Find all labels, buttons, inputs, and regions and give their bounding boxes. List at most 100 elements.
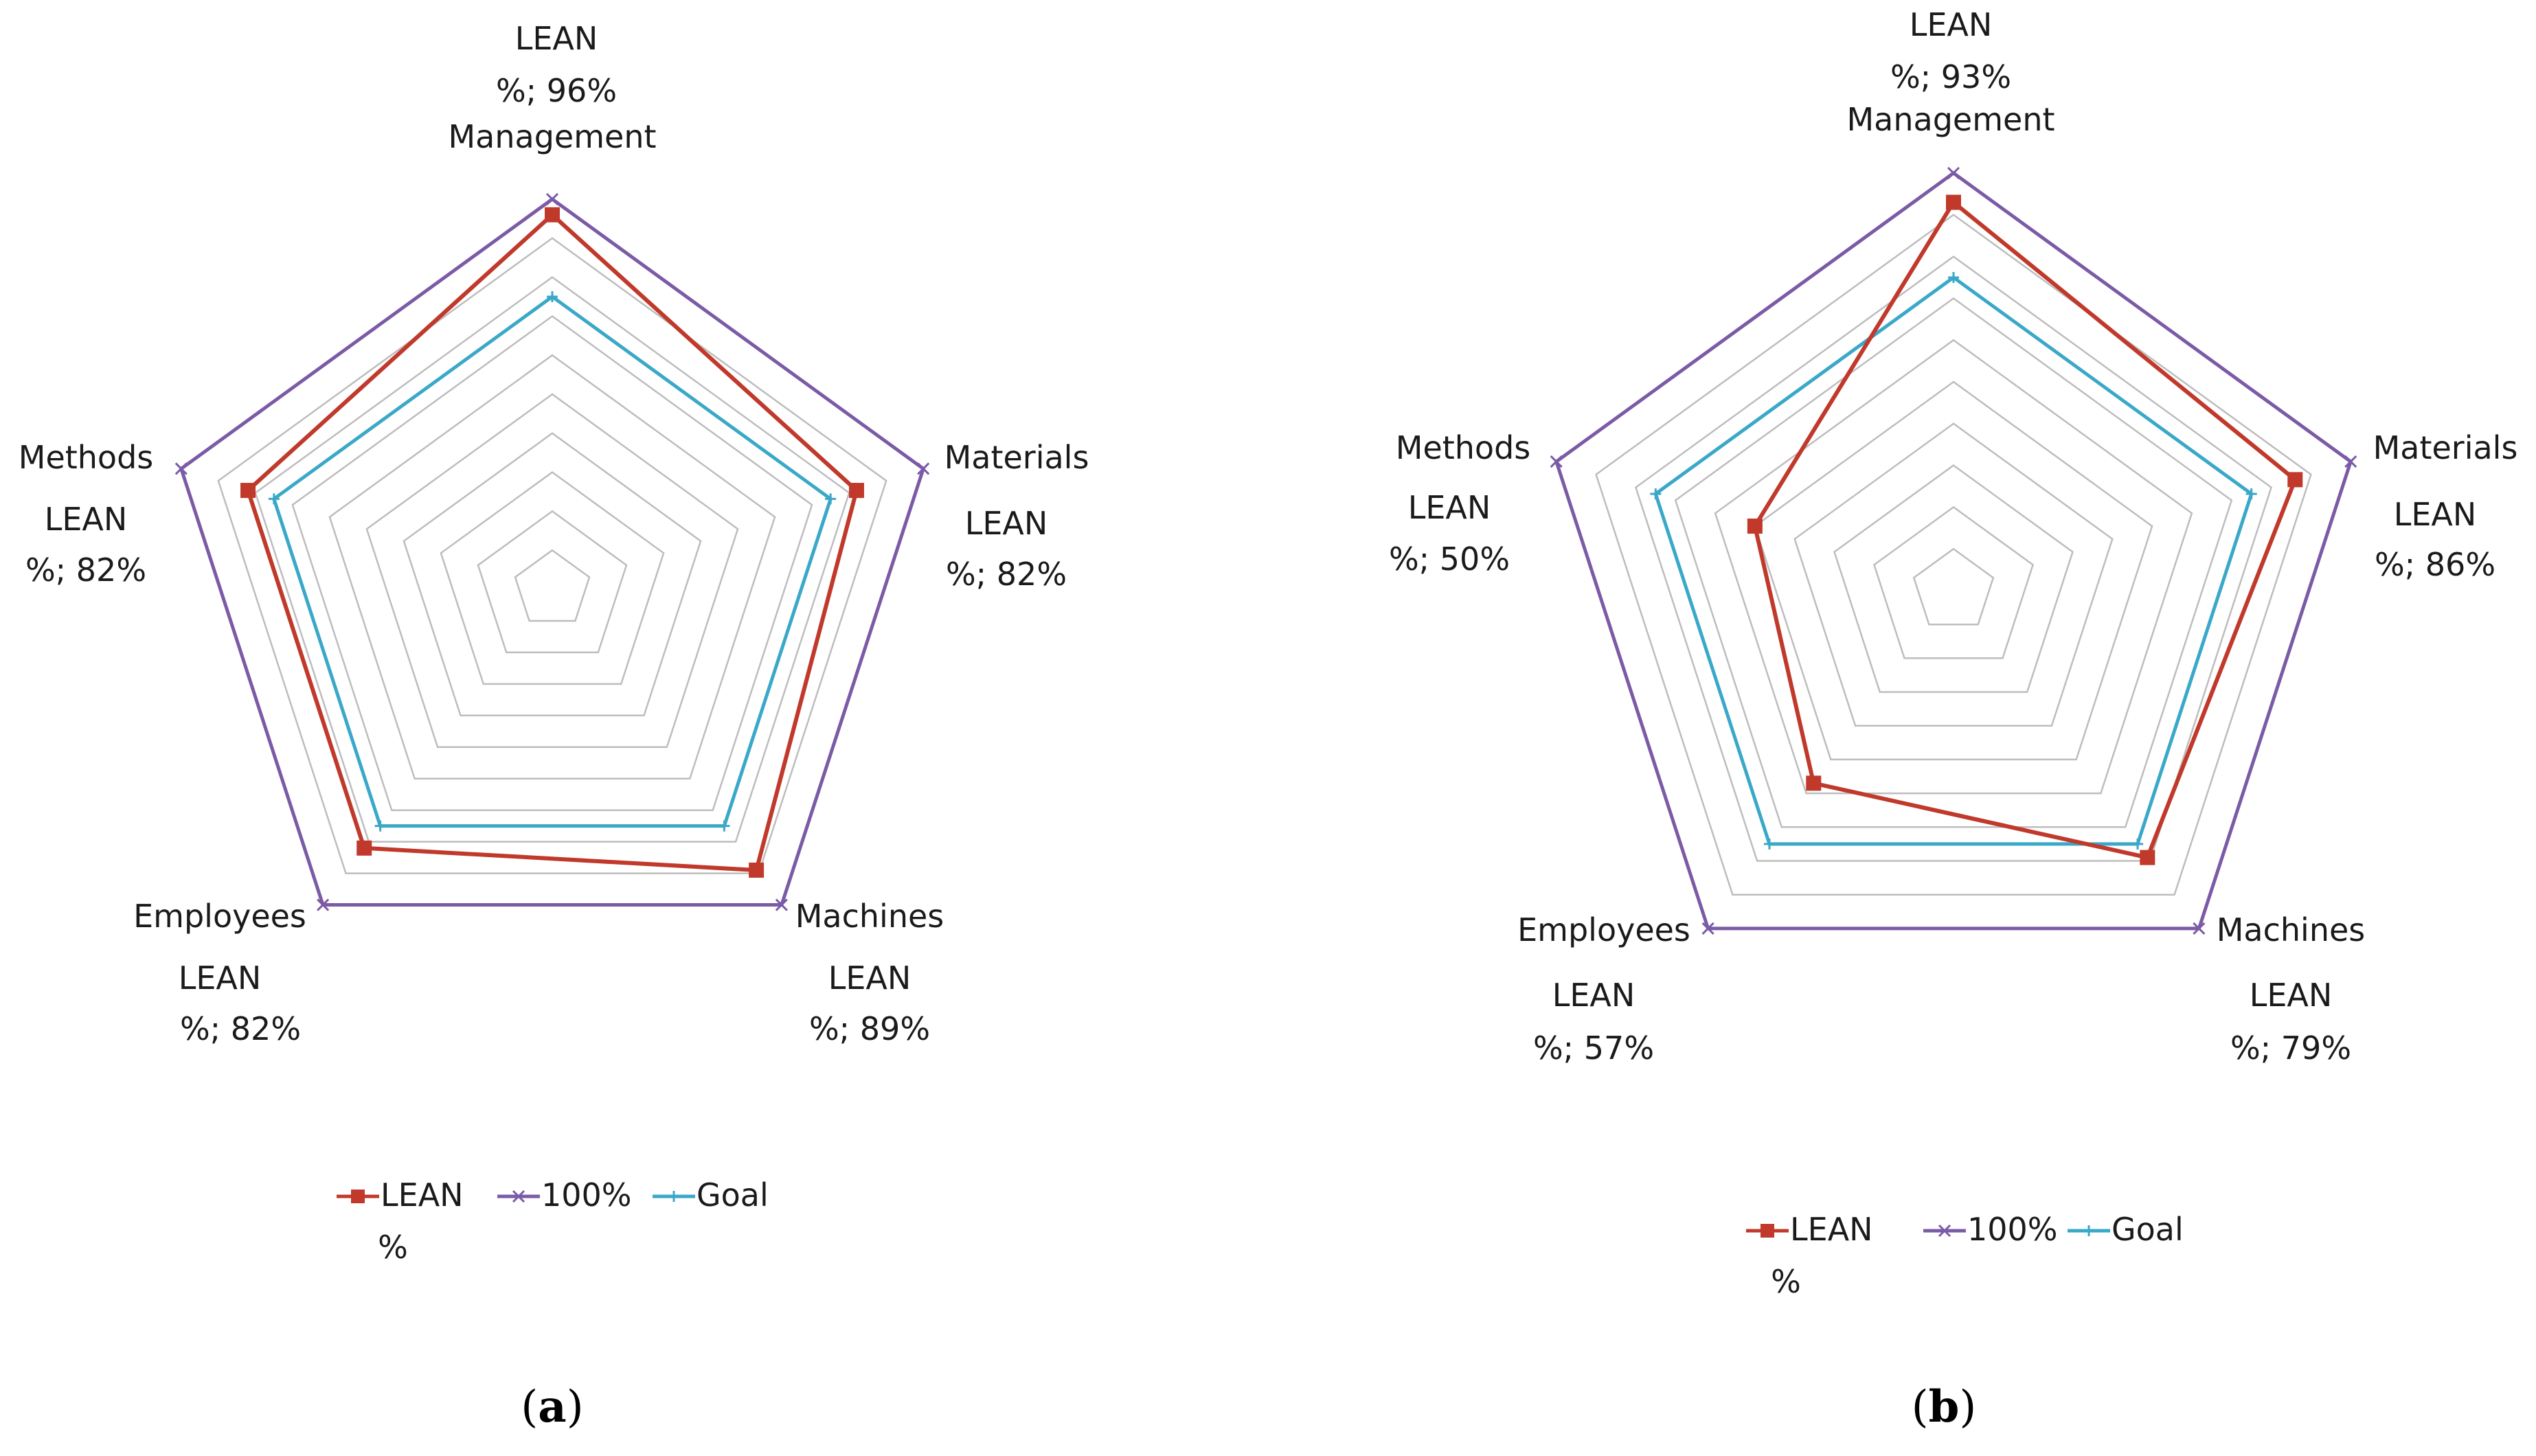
caption-open: ( [1912,1382,1929,1433]
legend-item-lean: LEAN% [337,1176,464,1266]
axis-label-employees: Employees [133,898,306,935]
data-point-machines [2140,850,2155,865]
axis-label-management: Management [1846,101,2054,138]
radar-chart-a: Management LEAN %; 96% Materials LEAN %; 82% M… [19,20,1089,1433]
data-point-methods [240,483,256,499]
series-line-goal [1653,275,2254,846]
goal-marker-machines [2132,838,2144,850]
data-label-materials-series: LEAN [965,505,1048,542]
data-label-machines-series: LEAN [828,959,912,997]
panel-caption: (b) [1912,1381,1977,1433]
series-lean [1747,194,2303,865]
axis-label-machines: Machines [2217,911,2366,948]
legend-label-full: 100% [541,1176,632,1214]
data-label-employees-series: LEAN [1552,977,1635,1014]
series-line-full [179,196,926,907]
data-label-materials-value: %; 82% [946,556,1067,593]
axis-label-materials: Materials [2373,429,2518,466]
data-label-employees-value: %; 57% [1533,1030,1654,1067]
data-label-machines-series: LEAN [2250,977,2333,1014]
data-label-machines-value: %; 89% [809,1010,930,1047]
legend-label-lean: LEAN [381,1176,464,1214]
data-label-methods-value: %; 50% [1389,541,1510,578]
goal-marker-employees [374,820,386,832]
series-line-goal [271,294,833,828]
data-point-employees [356,840,372,856]
gridline-80pct [254,276,850,843]
full-marker-management [545,192,559,206]
data-label-management-series: LEAN [515,20,598,57]
gridline-90pct [1595,214,2312,896]
data-label-employees-series: LEAN [179,959,262,997]
legend-item-full: 100% [497,1176,632,1214]
series-full [1550,166,2357,935]
gridline-70pct [291,315,813,811]
gridline-40pct [1793,422,2114,727]
legend-label-lean-line2: % [378,1229,408,1266]
data-point-management [1946,194,1961,210]
legend-marker-full [512,1190,525,1203]
gridline-20pct [1872,505,2035,659]
gridline-30pct [440,471,665,685]
full-marker-methods [174,462,188,475]
goal-marker-management [547,291,558,302]
data-label-materials-value: %; 86% [2375,546,2495,583]
goal-marker-management [1948,272,1959,283]
axis-label-methods: Methods [19,439,154,476]
full-marker-machines [775,898,788,911]
axis-label-materials: Materials [944,439,1089,476]
caption-open: ( [521,1382,538,1433]
gridline-10pct [1912,547,1995,626]
gridline-90pct [217,237,887,874]
legend-item-goal: Goal [2068,1211,2184,1248]
data-label-machines-value: %; 79% [2230,1030,2351,1067]
radar-chart-b: Management LEAN %; 93% Materials LEAN %; 86% M… [1389,6,2517,1433]
legend-label-lean-line2: % [1771,1263,1801,1300]
series-goal [268,291,837,832]
data-point-materials [848,483,864,499]
legend-item-goal: Goal [653,1176,769,1214]
data-label-employees-value: %; 82% [180,1010,301,1047]
data-label-management-value: %; 96% [496,72,617,109]
data-label-management-value: %; 93% [1890,58,2011,95]
gridline-30pct [1833,464,2074,693]
caption-letter: b [1929,1381,1960,1433]
axis-label-methods: Methods [1396,429,1531,466]
full-marker-materials [2344,455,2357,468]
full-marker-machines [2193,922,2206,935]
gridline-50pct [1754,380,2153,761]
series-goal [1650,272,2257,850]
goal-marker-methods [1650,488,1662,500]
gridline-10pct [514,549,591,622]
data-point-materials [2287,472,2303,488]
panel-caption: (a) [521,1381,583,1433]
legend: LEAN% 100% Goal [1746,1211,2184,1300]
gridline-60pct [328,354,776,780]
data-label-methods-series: LEAN [45,501,128,538]
legend-label-full: 100% [1967,1211,2058,1248]
goal-marker-materials [2245,488,2257,500]
series-line-full [1554,170,2353,931]
series-lean [240,207,864,878]
series-line-lean [245,212,859,873]
series-line-lean [1752,199,2298,861]
goal-marker-employees [1763,838,1775,850]
caption-close: ) [567,1382,584,1433]
axis-label-machines: Machines [795,898,944,935]
data-point-management [545,207,560,223]
caption-letter: a [538,1381,566,1433]
series-full [174,192,930,911]
full-marker-employees [1701,922,1714,935]
legend-item-full: 100% [1923,1211,2058,1248]
data-point-employees [1806,775,1822,791]
goal-marker-methods [268,493,280,505]
full-marker-employees [317,898,330,911]
axis-label-employees: Employees [1517,911,1690,948]
legend-marker-full [1938,1224,1951,1238]
goal-marker-machines [718,820,730,832]
legend-item-lean: LEAN% [1746,1211,1873,1300]
full-marker-materials [917,462,930,475]
gridline-80pct [1634,255,2273,862]
data-label-materials-series: LEAN [2394,496,2477,533]
legend-label-goal: Goal [2112,1211,2184,1248]
